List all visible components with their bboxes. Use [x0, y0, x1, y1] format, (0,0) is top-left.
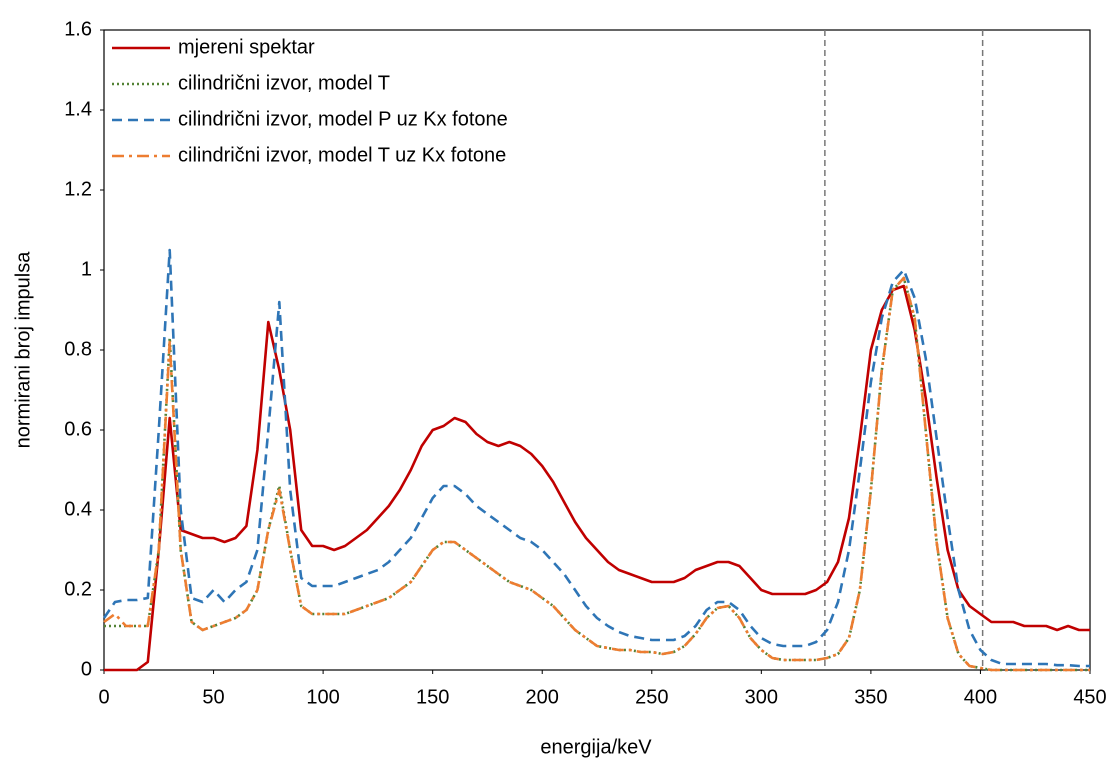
x-tick-label: 450 [1073, 686, 1106, 708]
x-axis-label: energija/keV [540, 736, 652, 758]
y-tick-label: 0.4 [64, 498, 92, 520]
y-tick-label: 0.2 [64, 578, 92, 600]
legend-label: cilindrični izvor, model P uz Kx fotone [178, 108, 508, 130]
legend-label: cilindrični izvor, model T [178, 72, 390, 94]
y-axis-label: normirani broj impulsa [12, 251, 34, 449]
x-tick-label: 350 [854, 686, 887, 708]
y-tick-label: 1.6 [64, 18, 92, 40]
y-tick-label: 1 [81, 258, 92, 280]
series-line [102, 248, 1090, 668]
series-line [104, 276, 1090, 672]
y-tick-label: 1.4 [64, 98, 92, 120]
series-line [103, 276, 1090, 672]
x-tick-label: 200 [526, 686, 559, 708]
legend-label: cilindrični izvor, model T uz Kx fotone [178, 144, 506, 166]
y-tick-label: 0 [81, 658, 92, 680]
x-tick-label: 400 [964, 686, 997, 708]
y-tick-label: 1.2 [64, 178, 92, 200]
x-tick-label: 50 [202, 686, 224, 708]
x-tick-label: 0 [98, 686, 109, 708]
series-line [104, 284, 1090, 672]
x-tick-label: 100 [306, 686, 339, 708]
x-tick-label: 250 [635, 686, 668, 708]
x-tick-label: 150 [416, 686, 449, 708]
x-tick-label: 300 [745, 686, 778, 708]
legend-label: mjereni spektar [178, 36, 315, 58]
y-tick-label: 0.6 [64, 418, 92, 440]
y-tick-label: 0.8 [64, 338, 92, 360]
